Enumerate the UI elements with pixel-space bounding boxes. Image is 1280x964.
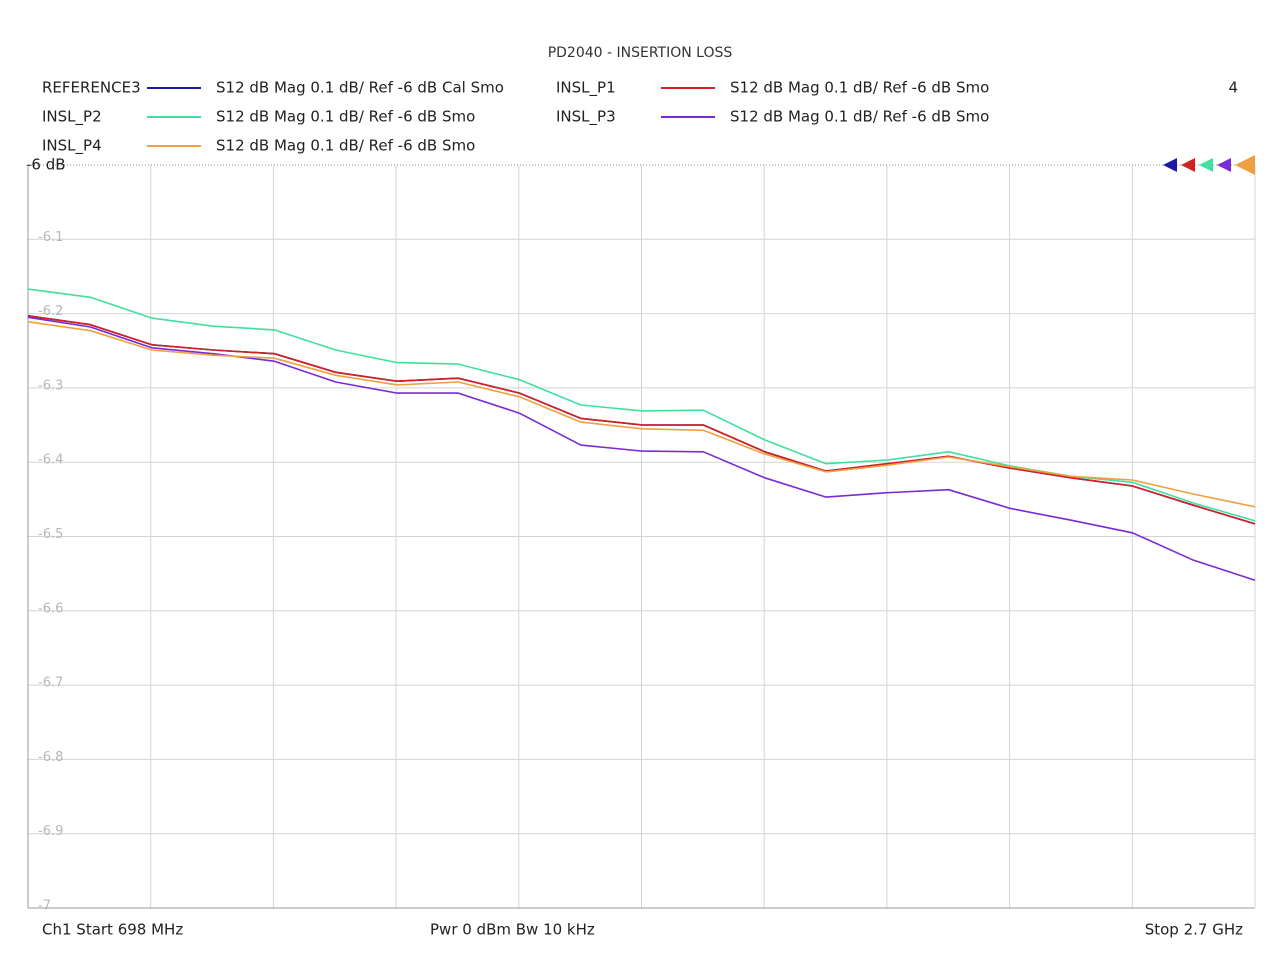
legend-description: S12 dB Mag 0.1 dB/ Ref -6 dB Smo [730,108,989,126]
reference-marker [1199,158,1213,172]
series-line [27,315,1256,525]
legend-name: REFERENCE3 [42,79,141,97]
legend-description: S12 dB Mag 0.1 dB/ Ref -6 dB Smo [216,137,475,155]
series-line [27,321,1256,508]
y-tick-label: -6.4 [38,453,63,468]
chart-title: PD2040 - INSERTION LOSS [548,45,733,61]
footer-stop: Stop 2.7 GHz [1145,921,1243,939]
reference-marker [1163,158,1177,172]
legend-description: S12 dB Mag 0.1 dB/ Ref -6 dB Smo [730,79,989,97]
legend-name: INSL_P1 [556,79,616,98]
y-tick-label: -6.6 [38,601,63,616]
reference-marker [1235,155,1255,175]
y-tick-label: -6 dB [26,156,66,174]
y-tick-label: -6.8 [38,750,63,765]
legend-description: S12 dB Mag 0.1 dB/ Ref -6 dB Smo [216,108,475,126]
trace-label: 4 [1228,79,1238,97]
footer-middle: Pwr 0 dBm Bw 10 kHz [430,921,595,939]
reference-marker [1217,158,1231,172]
legend-name: INSL_P2 [42,108,102,127]
y-tick-label: -6.7 [38,676,63,691]
y-tick-label: -6.9 [38,824,63,839]
y-tick-label: -7 [38,899,51,914]
y-tick-label: -6.2 [38,304,63,319]
y-tick-label: -6.5 [38,527,63,542]
legend-description: S12 dB Mag 0.1 dB/ Ref -6 dB Cal Smo [216,79,504,97]
y-tick-label: -6.1 [38,230,63,245]
legend-name: INSL_P4 [42,137,102,156]
legend-name: INSL_P3 [556,108,616,127]
y-tick-label: -6.3 [38,378,63,393]
reference-marker [1181,158,1195,172]
footer-start: Ch1 Start 698 MHz [42,921,183,939]
